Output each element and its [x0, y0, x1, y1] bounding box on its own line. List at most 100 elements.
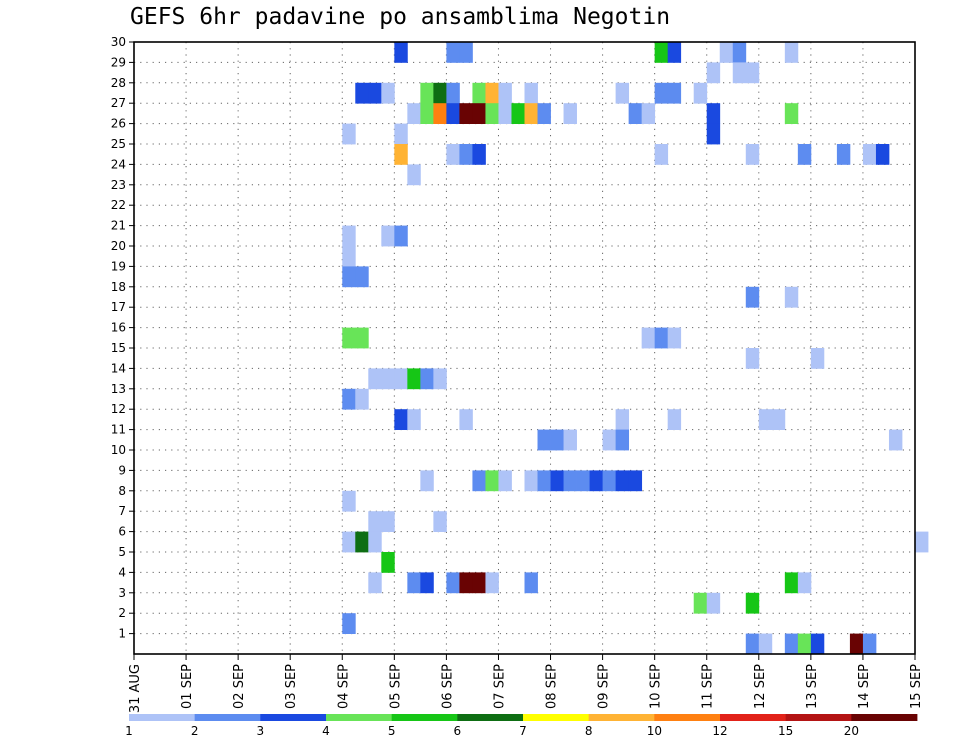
y-tick-label: 27	[111, 96, 126, 110]
y-tick-label: 18	[111, 280, 126, 294]
precip-cell	[537, 470, 551, 492]
precip-cell	[888, 429, 903, 451]
precip-cell	[615, 429, 630, 451]
legend-tick-label: 12	[712, 724, 727, 738]
precip-cell	[472, 572, 486, 594]
x-tick-label: 08 SEP	[545, 664, 560, 709]
x-tick-label: 15 SEP	[909, 664, 924, 709]
precip-cell	[771, 409, 786, 430]
chart-title: GEFS 6hr padavine po ansamblima Negotin	[130, 4, 671, 30]
y-tick-label: 23	[111, 178, 126, 192]
precip-cell	[459, 42, 473, 63]
precip-cell	[459, 572, 473, 594]
precip-cell	[797, 633, 812, 655]
y-tick-label: 11	[111, 423, 126, 437]
precip-cell	[485, 103, 499, 124]
precip-cell	[654, 42, 669, 63]
y-tick-label: 24	[111, 157, 126, 171]
y-tick-label: 4	[118, 565, 126, 579]
x-tick-label: 05 SEP	[388, 664, 403, 709]
precip-cell	[355, 82, 369, 104]
precip-cell	[810, 348, 825, 369]
precip-cell	[745, 592, 760, 614]
x-tick-label: 01 SEP	[180, 664, 195, 709]
precip-cell	[342, 266, 356, 288]
precip-cell	[693, 592, 708, 614]
precip-cell	[784, 633, 799, 655]
y-tick-label: 22	[111, 198, 126, 212]
precip-cell	[628, 103, 643, 124]
precip-cell	[485, 572, 499, 594]
precip-cell	[459, 103, 473, 124]
precip-cell	[342, 123, 356, 145]
y-tick-label: 1	[118, 627, 126, 641]
precip-cell	[446, 42, 460, 63]
legend-tick-label: 6	[454, 724, 462, 738]
precip-cell	[355, 266, 369, 288]
precip-cell	[433, 82, 447, 104]
precip-cell	[706, 62, 721, 84]
legend-tick-label: 20	[844, 724, 859, 738]
precip-cell	[836, 144, 851, 165]
precip-cell	[342, 327, 356, 349]
y-tick-label: 28	[111, 76, 126, 90]
x-tick-label: 11 SEP	[701, 664, 716, 709]
y-tick-label: 10	[111, 443, 126, 457]
precip-cell	[368, 511, 382, 532]
precip-cell	[420, 82, 434, 104]
precip-cell	[342, 225, 356, 247]
precip-cell	[576, 470, 590, 492]
precip-cell	[407, 103, 421, 124]
precip-cell	[394, 368, 408, 390]
precip-cell	[446, 572, 460, 594]
legend-swatch	[129, 714, 196, 721]
y-tick-label: 20	[111, 239, 126, 253]
precip-cell	[485, 82, 499, 104]
x-tick-label: 06 SEP	[440, 664, 455, 709]
precip-cell	[368, 368, 382, 390]
y-tick-label: 7	[118, 504, 126, 518]
legend-swatch	[785, 714, 852, 721]
legend-swatch	[523, 714, 590, 721]
precip-cell	[407, 368, 421, 390]
legend-swatch	[260, 714, 327, 721]
y-tick-label: 5	[118, 545, 126, 559]
precip-cell	[472, 82, 486, 104]
precip-cell	[459, 409, 473, 430]
legend-tick-label: 7	[519, 724, 527, 738]
y-tick-label: 21	[111, 219, 126, 233]
precip-cell	[641, 103, 656, 124]
y-tick-label: 26	[111, 117, 126, 131]
y-tick-label: 15	[111, 341, 126, 355]
legend-swatch	[391, 714, 458, 721]
precip-cell	[524, 82, 538, 104]
precip-cell	[342, 246, 356, 267]
precip-cell	[745, 144, 760, 165]
x-tick-label: 07 SEP	[492, 664, 507, 709]
precip-cell	[628, 470, 643, 492]
precip-cell	[524, 103, 538, 124]
legend-tick-label: 8	[585, 724, 593, 738]
legend-tick-label: 2	[191, 724, 199, 738]
precip-cell	[563, 470, 577, 492]
legend-swatch	[720, 714, 787, 721]
y-tick-label: 14	[111, 361, 126, 375]
y-tick-label: 13	[111, 382, 126, 396]
precip-cell	[550, 429, 564, 451]
legend-swatch	[194, 714, 261, 721]
legend-tick-label: 15	[778, 724, 793, 738]
data-cells	[342, 42, 929, 655]
precip-cell	[654, 327, 669, 349]
x-tick-label: 31 AUG	[128, 664, 143, 713]
x-tick-label: 12 SEP	[753, 664, 768, 709]
precip-cell	[368, 531, 382, 553]
precip-cell	[420, 572, 434, 594]
precip-cell	[654, 144, 669, 165]
y-axis-ticks: 1234567891011121314151617181920212223242…	[111, 35, 134, 641]
precip-cell	[862, 633, 877, 655]
precip-cell	[797, 144, 812, 165]
precip-cell	[381, 368, 395, 390]
legend-swatch	[851, 714, 918, 721]
precip-cell	[745, 62, 760, 84]
color-legend: 1 2 3 4 5 6 7 8 10 12 15 20	[125, 714, 918, 738]
